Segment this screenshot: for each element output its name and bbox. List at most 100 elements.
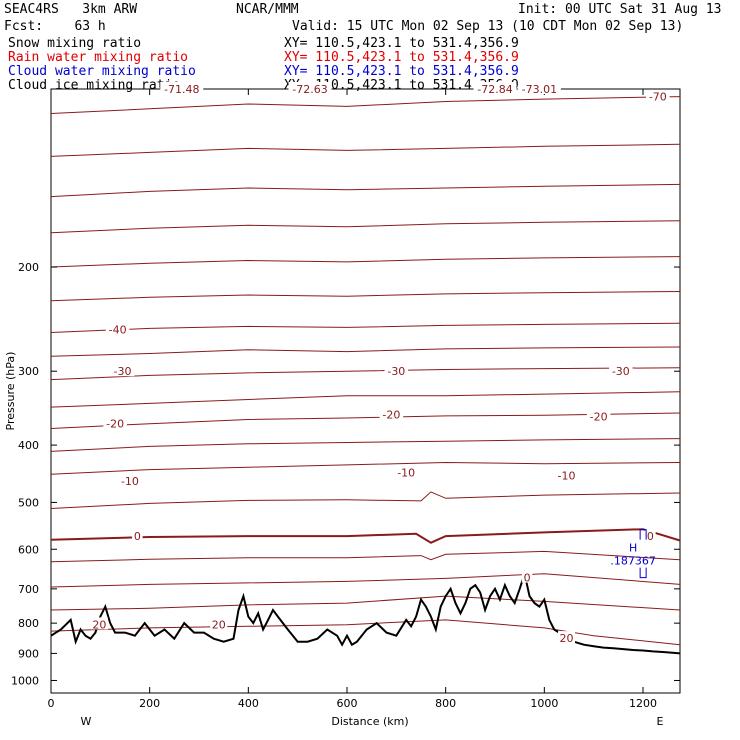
- y-tick-label: 400: [18, 439, 39, 452]
- isotherm-line: [50, 573, 681, 588]
- y-tick-label: 900: [18, 647, 39, 660]
- isotherm-line: [50, 528, 681, 544]
- contour-label-bg: [210, 617, 228, 630]
- x-tick-label: 400: [238, 697, 259, 710]
- y-axis-label: Pressure (hPa): [4, 352, 17, 431]
- contour-label-bg: [394, 465, 418, 478]
- terrain-profile: [50, 569, 681, 655]
- contour-label-bg: [558, 631, 576, 644]
- contour-label-bg: [90, 617, 108, 630]
- contour-label: -70: [649, 91, 667, 104]
- contour-label: -10: [397, 466, 415, 479]
- field-rain-xy: XY= 110.5,423.1 to 531.4,356.9: [284, 50, 519, 65]
- contour-label: -72.63: [292, 83, 327, 96]
- contour-label-bg: [384, 364, 409, 377]
- contour-label: -30: [612, 365, 630, 378]
- contour-label: -30: [387, 365, 405, 378]
- isotherm-contours: [50, 96, 681, 646]
- contour-label: -71.48: [164, 83, 199, 96]
- y-tick-label: 500: [18, 496, 39, 509]
- isotherm-line: [50, 491, 681, 509]
- isotherm-line: [50, 96, 681, 114]
- contour-label: -20: [382, 408, 400, 421]
- isotherm-line: [50, 412, 681, 429]
- field-cloud-water-xy: XY= 110.5,423.1 to 531.4,356.9: [284, 64, 519, 79]
- plot-frame: [50, 88, 681, 694]
- contour-label-bg: [521, 570, 533, 583]
- contour-label: 0: [647, 530, 654, 543]
- contour-label-bg: [379, 407, 404, 420]
- terrain-line: [50, 569, 681, 655]
- isotherm-line: [50, 143, 681, 157]
- y-tick-label: 700: [18, 583, 39, 596]
- contour-label-bg: [646, 89, 670, 102]
- contour-label-bg: [110, 364, 135, 377]
- isotherm-line: [50, 438, 681, 452]
- x-tick-label: 1200: [629, 697, 657, 710]
- isotherm-line: [50, 550, 681, 563]
- isotherm-line: [50, 291, 681, 302]
- init-time-label: Init: 00 UTC Sat 31 Aug 13: [518, 2, 722, 17]
- center-label: NCAR/MMM: [236, 2, 299, 17]
- isotherm-line: [50, 220, 681, 234]
- east-label: E: [657, 715, 664, 728]
- x-tick-label: 600: [337, 697, 358, 710]
- x-tick-label: 800: [435, 697, 456, 710]
- contour-label-bg: [105, 322, 130, 335]
- isotherm-line: [50, 346, 681, 357]
- contour-label: 0: [524, 572, 531, 585]
- valid-time-label: Valid: 15 UTC Mon 02 Sep 13 (10 CDT Mon …: [292, 19, 684, 34]
- isotherm-line: [50, 367, 681, 381]
- isotherm-line: [50, 322, 681, 333]
- field-cloud-water-name: Cloud water mixing ratio: [8, 64, 196, 79]
- high-marker-letter: H: [629, 542, 637, 555]
- cloud-water-contour-top: [639, 529, 647, 540]
- contour-label-bg: [160, 82, 204, 94]
- y-tick-label: 800: [18, 617, 39, 630]
- contour-label: -40: [109, 323, 127, 336]
- contour-label: 0: [134, 530, 141, 543]
- cloud-water-contour-bottom: [639, 567, 647, 579]
- high-marker-value: .187367: [610, 555, 656, 568]
- contour-labels: -71.48 -72.63 -72.84 -73.01 -70 -40 -30 -30 -30 -…: [90, 82, 670, 645]
- west-label: W: [81, 715, 92, 728]
- isotherm-line: [50, 461, 681, 475]
- model-label: SEAC4RS 3km ARW: [4, 2, 138, 17]
- contour-label-bg: [586, 409, 611, 422]
- contour-label-bg: [132, 529, 143, 542]
- contour-label: -73.01: [522, 83, 557, 96]
- y-tick-label: 300: [18, 365, 39, 378]
- y-tick-label: 1000: [11, 674, 39, 687]
- x-tick-label: 1000: [530, 697, 558, 710]
- x-axis-label: Distance (km): [331, 715, 408, 728]
- isotherm-line: [50, 391, 681, 408]
- contour-label: -10: [121, 475, 139, 488]
- field-snow-xy: XY= 110.5,423.1 to 531.4,356.9: [284, 36, 519, 51]
- isotherm-line: [50, 595, 681, 611]
- contour-label-bg: [554, 468, 579, 481]
- contour-label: -72.84: [477, 83, 512, 96]
- contour-label: 20: [212, 618, 226, 631]
- contour-label-bg: [288, 82, 332, 94]
- contour-label-bg: [118, 473, 142, 486]
- contour-label-bg: [473, 82, 517, 94]
- x-tick-label: 200: [139, 697, 160, 710]
- contour-label-bg: [517, 82, 561, 94]
- contour-label: 20: [560, 632, 574, 645]
- contour-label-bg: [645, 529, 656, 542]
- y-tick-label: 200: [18, 261, 39, 274]
- y-tick-label: 600: [18, 543, 39, 556]
- isotherm-line: [50, 183, 681, 198]
- contour-label: -20: [106, 418, 124, 431]
- isotherm-line: [50, 256, 681, 268]
- forecast-hour-label: Fcst: 63 h: [4, 19, 106, 34]
- contour-label: -30: [114, 365, 132, 378]
- contour-label-bg: [103, 416, 127, 429]
- contour-label: -20: [590, 411, 608, 424]
- field-rain-name: Rain water mixing ratio: [8, 50, 189, 65]
- contour-label: 20: [92, 618, 106, 631]
- contour-label-bg: [609, 364, 633, 377]
- x-tick-label: 0: [48, 697, 55, 710]
